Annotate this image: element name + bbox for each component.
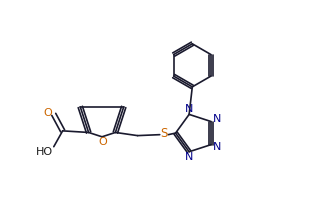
Text: HO: HO [36,147,53,157]
Text: O: O [44,108,52,119]
Text: N: N [213,143,222,153]
Text: S: S [160,127,167,140]
Text: N: N [213,114,222,124]
Text: N: N [185,104,193,114]
Text: N: N [185,152,193,162]
Text: O: O [99,136,107,147]
